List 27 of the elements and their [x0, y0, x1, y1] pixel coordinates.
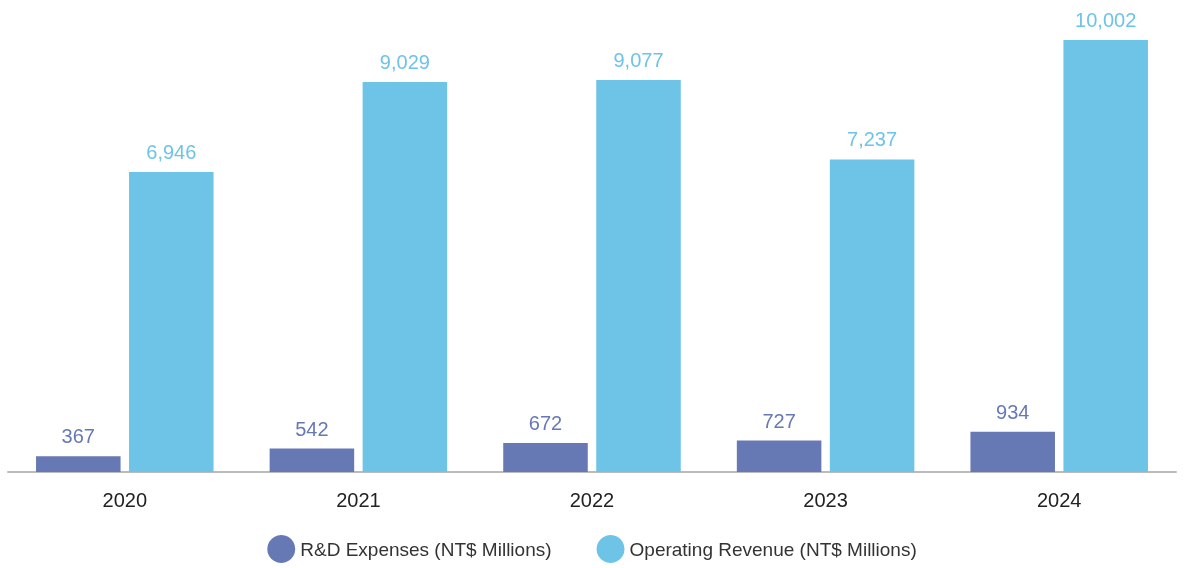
x-tick-label: 2024	[1036, 489, 1082, 511]
bar	[596, 79, 681, 472]
x-tick-label: 2023	[803, 489, 848, 511]
x-tick-label: 2022	[569, 489, 615, 511]
data-label: 367	[61, 425, 95, 448]
data-label: 9,029	[379, 51, 430, 74]
bar	[362, 82, 448, 472]
bar	[1063, 40, 1148, 472]
data-label: 10,002	[1075, 9, 1137, 31]
bar	[736, 440, 822, 472]
legend-label: Operating Revenue (NT$ Millions)	[629, 538, 917, 560]
bar	[129, 171, 214, 472]
data-label: 934	[996, 400, 1030, 423]
data-label: 542	[295, 417, 329, 440]
bar	[269, 448, 355, 472]
data-label: 9,077	[613, 48, 664, 71]
bar	[503, 442, 588, 472]
bar	[829, 159, 915, 472]
data-label: 727	[762, 409, 796, 432]
data-label: 6,946	[146, 140, 197, 163]
bar	[36, 456, 121, 472]
bar	[970, 431, 1055, 472]
x-tick-label: 2021	[336, 489, 381, 511]
data-label: 672	[528, 411, 563, 434]
x-tick-label: 2020	[102, 489, 148, 511]
legend-label: R&D Expenses (NT$ Millions)	[300, 538, 552, 560]
data-label: 7,237	[847, 128, 898, 151]
